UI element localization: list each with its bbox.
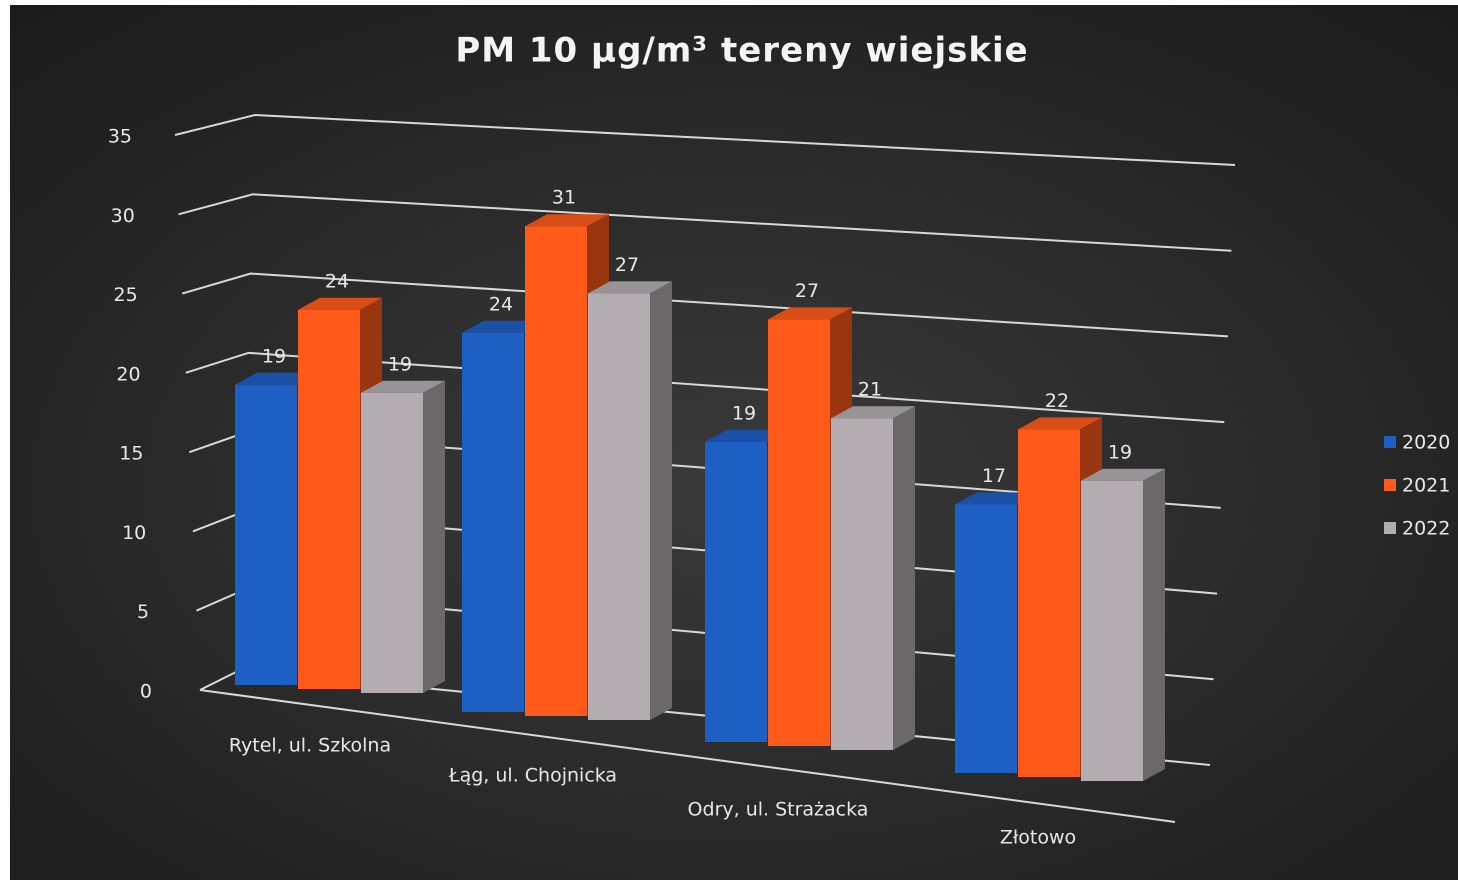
bar-front: [361, 392, 423, 693]
legend-swatch: [1384, 479, 1396, 491]
data-label: 19: [1108, 441, 1132, 463]
y-tick-label: 0: [140, 681, 152, 703]
legend-label: 2021: [1402, 475, 1450, 497]
y-tick-label: 30: [111, 205, 135, 227]
bar: [831, 406, 915, 750]
x-tick-label: Rytel, ul. Szkolna: [229, 735, 391, 757]
bar-front: [462, 332, 524, 712]
legend-swatch: [1384, 436, 1396, 448]
bar-top: [768, 307, 852, 320]
bar-front: [1081, 480, 1143, 781]
bar-top: [1018, 417, 1102, 430]
y-tick-label: 10: [122, 522, 146, 544]
data-label: 27: [615, 254, 639, 276]
bar-front: [768, 319, 830, 746]
data-label: 19: [262, 345, 286, 367]
grid-line: [181, 272, 1228, 338]
x-tick-label: Złotowo: [1000, 827, 1076, 849]
bar-top: [525, 214, 609, 227]
data-label: 17: [982, 465, 1006, 487]
bar-front: [955, 504, 1017, 773]
x-tick-label: Odry, ul. Strażacka: [688, 799, 869, 821]
bar-side: [650, 281, 672, 720]
chart-title: PM 10 µg/m³ tereny wiejskie: [455, 31, 1028, 71]
bar-front: [298, 309, 360, 689]
bar-front: [525, 226, 587, 716]
data-label: 24: [489, 293, 513, 315]
bar-side: [423, 380, 445, 693]
y-tick-label: 15: [119, 443, 143, 465]
y-tick-label: 25: [114, 284, 138, 306]
grid-line: [185, 351, 1225, 424]
data-label: 31: [552, 187, 576, 209]
bar-front: [831, 418, 893, 750]
bar-front: [705, 441, 767, 742]
bar-front: [235, 384, 297, 685]
y-tick-label: 5: [137, 601, 149, 623]
bar: [1081, 468, 1165, 781]
bar-front: [588, 293, 650, 720]
data-label: 19: [732, 402, 756, 424]
bar-side: [1143, 468, 1165, 781]
bar-top: [1081, 468, 1165, 481]
floor-edge: [199, 689, 1176, 823]
legend-swatch: [1384, 522, 1396, 534]
data-label: 24: [325, 270, 349, 292]
legend-label: 2022: [1402, 518, 1450, 540]
bar: [588, 281, 672, 720]
legend-label: 2020: [1402, 432, 1450, 454]
bar-top: [298, 297, 382, 310]
data-label: 21: [858, 379, 882, 401]
bar-top: [588, 281, 672, 294]
bar-front: [1018, 429, 1080, 777]
data-label: 27: [795, 280, 819, 302]
y-tick-label: 35: [108, 126, 132, 148]
data-label: 22: [1045, 390, 1069, 412]
y-tick-label: 20: [116, 363, 140, 385]
grid-line: [178, 193, 1232, 252]
x-tick-label: Łąg, ul. Chojnicka: [448, 765, 617, 787]
data-label: 19: [388, 353, 412, 375]
bar: [361, 380, 445, 693]
grid-line: [174, 113, 1236, 166]
bar-top: [361, 380, 445, 393]
bar-top: [831, 406, 915, 419]
bar-side: [893, 406, 915, 750]
